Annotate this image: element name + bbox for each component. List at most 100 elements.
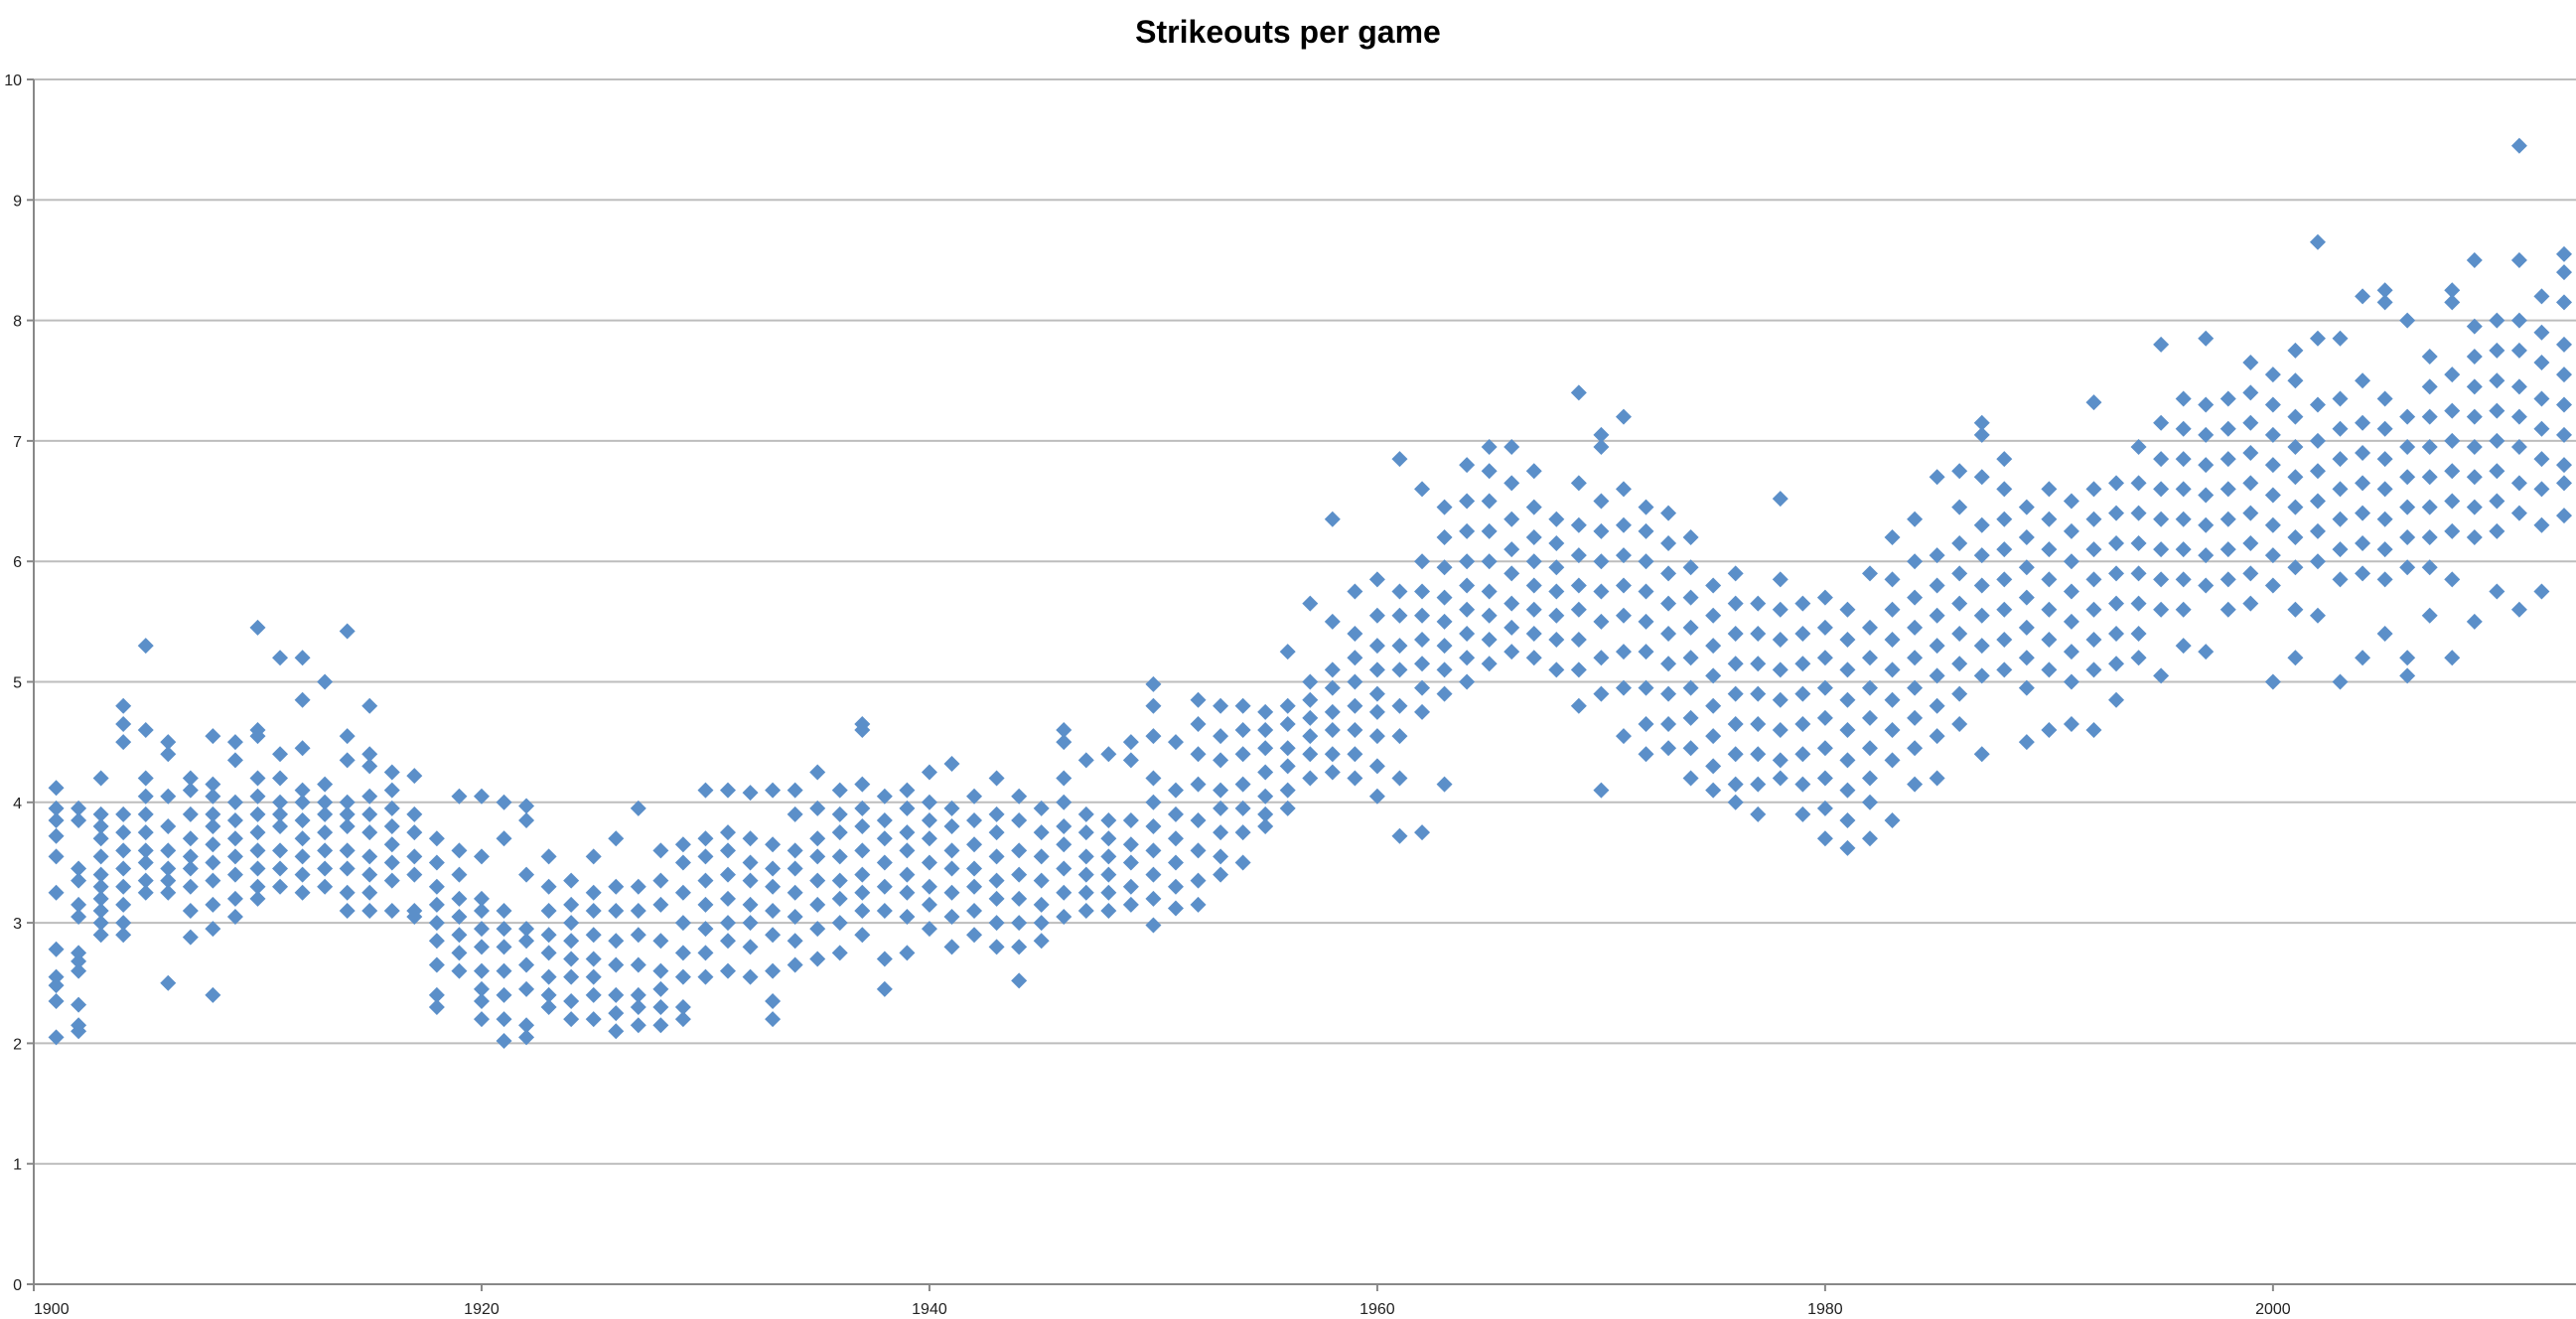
- chart-title: Strikeouts per game: [1135, 14, 1441, 50]
- data-point: [854, 866, 871, 883]
- data-point: [1839, 601, 1856, 618]
- data-point: [1279, 697, 1296, 714]
- data-point: [1525, 463, 1542, 480]
- data-point: [71, 953, 87, 969]
- data-point: [652, 842, 669, 859]
- data-point: [406, 806, 423, 822]
- data-point: [2219, 511, 2236, 527]
- data-point: [2355, 288, 2371, 305]
- data-point: [2376, 420, 2393, 437]
- data-point: [585, 902, 602, 919]
- data-point: [2219, 451, 2236, 468]
- data-point: [137, 854, 154, 871]
- data-point: [2489, 583, 2505, 600]
- data-point: [2533, 288, 2550, 305]
- data-point: [2175, 420, 2192, 437]
- data-point: [1615, 481, 1632, 498]
- data-point: [1145, 917, 1162, 934]
- data-point: [1145, 890, 1162, 907]
- data-point: [563, 992, 580, 1009]
- data-point: [1929, 638, 1945, 655]
- data-point: [921, 794, 937, 810]
- data-point: [630, 999, 646, 1016]
- data-point: [1056, 734, 1073, 751]
- data-point: [1213, 848, 1229, 865]
- data-point: [1190, 811, 1207, 828]
- data-point: [48, 780, 65, 797]
- data-point: [1234, 722, 1251, 739]
- data-point: [1190, 776, 1207, 793]
- data-point: [1794, 625, 1811, 642]
- data-point: [339, 623, 356, 640]
- data-point: [2175, 638, 2192, 655]
- data-point: [1190, 896, 1207, 913]
- data-point: [2489, 402, 2505, 419]
- data-point: [2399, 408, 2416, 425]
- data-point: [339, 818, 356, 835]
- data-point: [854, 927, 871, 944]
- data-point: [1011, 915, 1028, 932]
- data-point: [339, 752, 356, 769]
- data-point: [1861, 650, 1878, 666]
- data-point: [2085, 511, 2102, 527]
- data-point: [1122, 836, 1139, 853]
- data-point: [2130, 565, 2147, 582]
- data-point: [2175, 451, 2192, 468]
- data-point: [115, 927, 132, 944]
- data-point: [1794, 806, 1811, 822]
- data-point: [71, 1023, 87, 1040]
- data-point: [1973, 516, 1990, 533]
- data-point: [361, 758, 378, 775]
- data-point: [272, 794, 289, 810]
- data-point: [518, 798, 535, 814]
- data-point: [1727, 656, 1744, 672]
- data-point: [2018, 734, 2035, 751]
- data-point: [1414, 481, 1431, 498]
- data-point: [2287, 559, 2304, 576]
- data-point: [1907, 619, 1924, 636]
- data-point: [1033, 933, 1050, 950]
- data-point: [1302, 691, 1319, 708]
- data-point: [2085, 394, 2102, 411]
- data-point: [1839, 691, 1856, 708]
- data-point: [1638, 499, 1654, 515]
- data-point: [787, 933, 803, 950]
- data-point: [383, 764, 400, 781]
- data-point: [1100, 811, 1117, 828]
- data-point: [1011, 811, 1028, 828]
- data-point: [383, 854, 400, 871]
- data-point: [1033, 896, 1050, 913]
- data-point: [585, 848, 602, 865]
- data-point: [943, 842, 960, 859]
- data-point: [473, 962, 490, 979]
- data-point: [854, 842, 871, 859]
- data-point: [1481, 607, 1498, 624]
- data-point: [765, 992, 782, 1009]
- data-point: [1772, 770, 1789, 787]
- data-point: [1167, 854, 1184, 871]
- data-point: [1011, 939, 1028, 955]
- data-point: [2242, 505, 2259, 521]
- data-point: [2153, 414, 2170, 431]
- data-point: [2153, 667, 2170, 684]
- data-point: [473, 788, 490, 805]
- data-point: [1503, 565, 1520, 582]
- data-point: [205, 776, 221, 793]
- data-point: [563, 968, 580, 985]
- data-point: [1347, 625, 1363, 642]
- data-point: [2130, 595, 2147, 612]
- data-point: [2108, 656, 2125, 672]
- data-point: [697, 945, 714, 961]
- data-point: [226, 734, 243, 751]
- data-point: [1638, 679, 1654, 696]
- data-point: [809, 896, 826, 913]
- data-point: [2332, 330, 2349, 347]
- data-point: [2510, 475, 2527, 492]
- data-point: [473, 902, 490, 919]
- data-point: [1570, 547, 1587, 564]
- data-point: [2287, 499, 2304, 515]
- data-point: [1279, 740, 1296, 757]
- data-point: [2466, 499, 2483, 515]
- data-point: [765, 860, 782, 877]
